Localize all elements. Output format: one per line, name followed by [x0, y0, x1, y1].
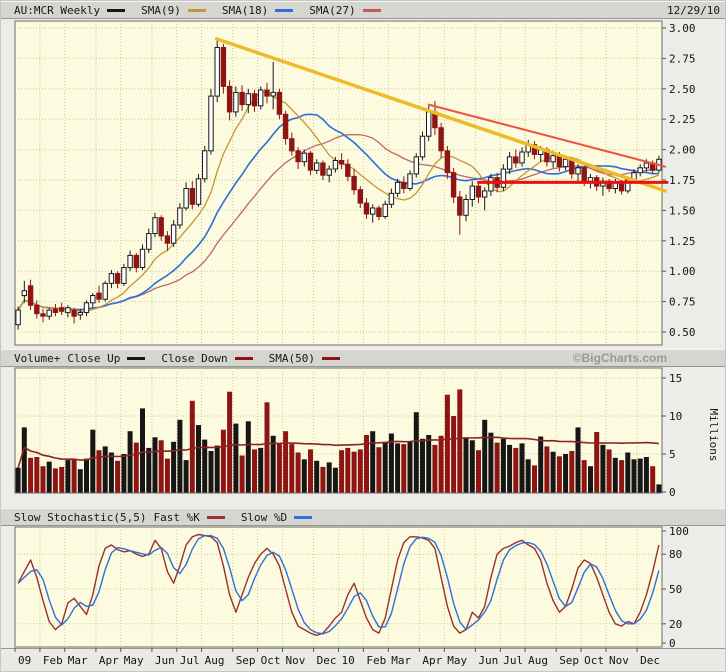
stochastic-panel-header: Slow Stochastic(5,5) Fast %K Slow %D	[1, 508, 725, 526]
svg-text:Sep: Sep	[559, 654, 579, 667]
legend-label: Slow Stochastic(5,5)	[14, 510, 147, 524]
svg-text:1.75: 1.75	[669, 174, 696, 187]
svg-text:2.25: 2.25	[669, 113, 696, 126]
chart-date: 12/29/10	[667, 3, 720, 17]
svg-text:Jul: Jul	[180, 654, 200, 667]
svg-text:Jun: Jun	[478, 654, 498, 667]
svg-text:Oct: Oct	[261, 654, 281, 667]
svg-text:Feb: Feb	[43, 654, 63, 667]
legend-color-swatch	[321, 356, 340, 360]
legend-color-swatch	[127, 356, 146, 360]
svg-text:May: May	[124, 654, 144, 667]
svg-text:Aug: Aug	[528, 654, 548, 667]
price-panel-legend: AU:MCR Weekly SMA(9) SMA(18) SMA(27)	[14, 4, 397, 17]
svg-text:Mar: Mar	[68, 654, 88, 667]
svg-text:1.00: 1.00	[669, 265, 696, 278]
svg-text:0.75: 0.75	[669, 296, 696, 309]
legend-label: SMA(50)	[268, 351, 315, 365]
legend-color-swatch	[187, 8, 206, 12]
price-panel-header: AU:MCR Weekly SMA(9) SMA(18) SMA(27) 12/29/…	[1, 1, 725, 19]
legend-color-swatch	[234, 356, 253, 360]
svg-text:Millions: Millions	[707, 409, 720, 462]
svg-text:Sep: Sep	[236, 654, 256, 667]
svg-text:May: May	[447, 654, 467, 667]
legend-label: Close Up	[67, 351, 121, 365]
stochastic-panel-legend: Slow Stochastic(5,5) Fast %K Slow %D	[14, 511, 328, 524]
svg-text:Oct: Oct	[584, 654, 604, 667]
price-candlestick-panel: 3.00 2.75 2.50 2.25 2.00 1.75 1.50 1.25 1.00 0.75…	[14, 20, 696, 346]
svg-text:Jul: Jul	[503, 654, 523, 667]
legend-label: Slow %D	[240, 510, 288, 524]
legend-color-swatch	[206, 515, 225, 519]
svg-text:3.00: 3.00	[669, 22, 696, 35]
svg-text:Apr: Apr	[422, 654, 442, 667]
legend-label: AU:MCR Weekly	[14, 3, 101, 17]
svg-text:Aug: Aug	[205, 654, 225, 667]
svg-text:10: 10	[342, 654, 355, 667]
legend-color-swatch	[275, 8, 294, 12]
svg-text:1.50: 1.50	[669, 204, 696, 217]
volume-panel-legend: Volume+ Close Up Close Down SMA(50)	[14, 352, 356, 365]
legend-color-swatch	[107, 8, 126, 12]
svg-text:Jun: Jun	[155, 654, 175, 667]
bigcharts-watermark: ©BigCharts.com	[572, 351, 667, 365]
volume-panel: 15 10 5 0 Millions	[14, 367, 720, 499]
svg-text:Nov: Nov	[609, 654, 629, 667]
volume-panel-header: Volume+ Close Up Close Down SMA(50) ©BigCha…	[1, 349, 725, 367]
svg-text:5: 5	[669, 448, 676, 461]
time-axis: 09 Feb Mar Apr May Jun Jul Aug Sep Oct Nov Dec 10 Feb…	[1, 648, 725, 671]
svg-text:Dec: Dec	[640, 654, 660, 667]
svg-text:2.75: 2.75	[669, 52, 696, 65]
svg-text:Apr: Apr	[99, 654, 119, 667]
legend-label: Volume+	[14, 351, 61, 365]
legend-label: Fast %K	[153, 510, 200, 524]
legend-label: SMA(18)	[221, 3, 269, 17]
svg-text:09: 09	[18, 654, 31, 667]
svg-text:Dec: Dec	[317, 654, 337, 667]
svg-text:Nov: Nov	[286, 654, 306, 667]
svg-text:0: 0	[669, 486, 676, 499]
svg-text:2.00: 2.00	[669, 144, 696, 157]
svg-text:Feb: Feb	[366, 654, 386, 667]
svg-text:0.50: 0.50	[669, 326, 696, 339]
legend-color-swatch	[362, 8, 381, 12]
svg-text:2.50: 2.50	[669, 83, 696, 96]
svg-text:20: 20	[669, 618, 682, 631]
legend-color-swatch	[294, 515, 313, 519]
legend-label: SMA(27)	[309, 3, 356, 17]
stochastic-panel: 100 80 50 20 0	[14, 525, 689, 648]
legend-label: Close Down	[161, 351, 228, 365]
svg-text:80: 80	[669, 548, 682, 561]
svg-text:10: 10	[669, 410, 682, 423]
svg-text:1.25: 1.25	[669, 235, 696, 248]
svg-text:Mar: Mar	[391, 654, 411, 667]
svg-text:100: 100	[669, 525, 689, 538]
svg-text:0: 0	[669, 637, 676, 648]
legend-label: SMA(9)	[141, 3, 181, 17]
svg-text:50: 50	[669, 583, 682, 596]
svg-text:15: 15	[669, 372, 682, 385]
